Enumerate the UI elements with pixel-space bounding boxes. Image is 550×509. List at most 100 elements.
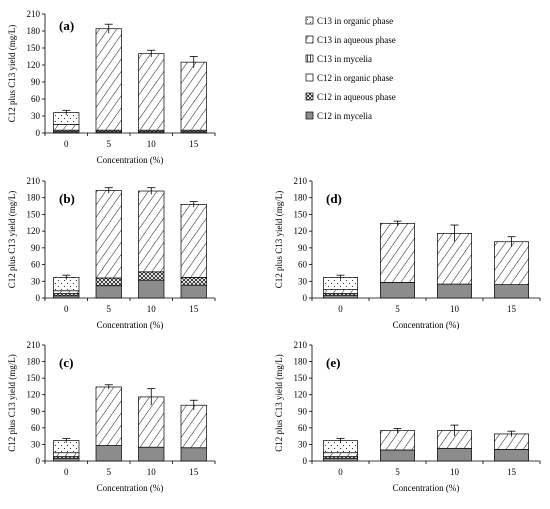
y-tick-label: 180 <box>27 193 41 203</box>
y-tick-label: 0 <box>303 456 308 466</box>
bar-segment <box>323 452 358 457</box>
y-tick-label: 120 <box>294 390 308 400</box>
x-tick-label: 5 <box>107 139 112 149</box>
x-axis-label: Concentration (%) <box>97 483 164 493</box>
x-tick-label: 0 <box>338 304 343 314</box>
y-tick-label: 210 <box>294 340 308 350</box>
y-tick-label: 90 <box>31 406 41 416</box>
bar-segment <box>180 204 207 278</box>
panel-e: 0 30 60 90 120 150 180 210 0 5 10 15 (e) Concentratio… <box>274 340 541 493</box>
bar-segment <box>494 449 529 462</box>
bar-segment <box>180 61 207 131</box>
y-tick-label: 90 <box>298 406 308 416</box>
y-tick-label: 150 <box>294 209 308 219</box>
bar-segment <box>380 449 415 462</box>
y-tick-label: 150 <box>294 373 308 383</box>
y-tick-label: 120 <box>294 226 308 236</box>
y-tick-label: 60 <box>298 260 308 270</box>
bar-segment <box>138 190 165 273</box>
y-tick-label: 180 <box>27 26 41 36</box>
bar-segment <box>53 457 80 462</box>
bar-segment <box>95 28 122 131</box>
legend-swatch <box>305 16 314 25</box>
y-tick-label: 180 <box>294 193 308 203</box>
y-tick-label: 0 <box>36 293 41 303</box>
bar-segment <box>437 447 472 462</box>
legend-swatch <box>305 73 314 82</box>
bar-segment <box>95 277 122 287</box>
y-tick-label: 60 <box>31 423 41 433</box>
bar-segment <box>180 277 207 286</box>
panel-label: (d) <box>326 191 342 206</box>
bar-segment <box>53 290 80 294</box>
bar-segment <box>180 284 207 299</box>
y-tick-label: 30 <box>298 276 308 286</box>
x-tick-label: 15 <box>189 467 199 477</box>
legend-swatch <box>305 111 314 120</box>
x-tick-label: 15 <box>507 304 517 314</box>
legend-label: C13 in organic phase <box>317 16 393 26</box>
x-axis-label: Concentration (%) <box>393 320 460 330</box>
bar-segment <box>380 430 415 451</box>
bar-segment <box>53 124 80 131</box>
y-axis-label: C12 plus C13 yield (mg/L) <box>274 354 284 452</box>
y-tick-label: 60 <box>298 423 308 433</box>
y-tick-label: 210 <box>27 176 41 186</box>
y-tick-label: 90 <box>31 243 41 253</box>
bar-segment <box>95 386 122 446</box>
y-tick-label: 120 <box>27 226 41 236</box>
panel-d: 0 30 60 90 120 150 180 210 0 5 10 15 (d) Concentratio… <box>274 176 541 330</box>
y-axis-label: C12 plus C13 yield (mg/L) <box>274 191 284 289</box>
bar-segment <box>95 190 122 279</box>
x-tick-label: 15 <box>189 139 199 149</box>
x-tick-label: 15 <box>507 467 517 477</box>
bar-segment <box>437 283 472 299</box>
y-tick-label: 120 <box>27 60 41 70</box>
y-tick-label: 120 <box>27 390 41 400</box>
legend-swatch <box>305 92 314 101</box>
legend-swatch <box>305 35 314 44</box>
y-tick-label: 210 <box>27 9 41 19</box>
bar-segment <box>380 282 415 299</box>
y-tick-label: 0 <box>36 456 41 466</box>
bar-segment <box>138 446 165 462</box>
bar-segment <box>323 289 358 294</box>
y-tick-label: 90 <box>298 243 308 253</box>
panel-label: (c) <box>59 355 73 370</box>
y-axis-label: C12 plus C13 yield (mg/L) <box>7 191 17 289</box>
panel-label: (e) <box>326 355 340 370</box>
panel-c: 0 30 60 90 120 150 180 210 0 5 10 15 (c) Concentratio… <box>7 340 216 493</box>
y-tick-label: 60 <box>31 260 41 270</box>
legend-label: C12 in organic phase <box>317 73 393 83</box>
bar-segment <box>380 222 415 283</box>
bar-segment <box>437 233 472 285</box>
x-axis-label: Concentration (%) <box>393 483 460 493</box>
x-tick-label: 10 <box>450 304 460 314</box>
x-axis-label: Concentration (%) <box>97 320 164 330</box>
bar-segment <box>180 404 207 449</box>
bar-segment <box>95 445 122 462</box>
x-tick-label: 10 <box>450 467 460 477</box>
panel-a: 0 30 60 90 120 150 180 210 0 5 10 15 (a) Concentratio… <box>7 9 216 165</box>
x-tick-label: 0 <box>64 139 69 149</box>
x-tick-label: 10 <box>147 304 157 314</box>
y-tick-label: 30 <box>298 439 308 449</box>
panel-label: (a) <box>59 18 74 33</box>
bar-segment <box>180 447 207 462</box>
panel-label: (b) <box>59 191 75 206</box>
legend: C13 in organic phase C13 in aqueous phase… <box>305 16 396 121</box>
x-tick-label: 5 <box>107 304 112 314</box>
y-tick-label: 180 <box>27 357 41 367</box>
y-axis-label: C12 plus C13 yield (mg/L) <box>7 354 17 452</box>
x-tick-label: 5 <box>107 467 112 477</box>
legend-swatch <box>305 54 314 63</box>
y-tick-label: 60 <box>31 94 41 104</box>
y-tick-label: 0 <box>303 293 308 303</box>
legend-label: C13 in mycelia <box>317 54 372 64</box>
x-tick-label: 10 <box>147 139 157 149</box>
panel-b: 0 30 60 90 120 150 180 210 0 5 10 15 (b) Concentratio… <box>7 176 216 330</box>
y-tick-label: 30 <box>31 439 41 449</box>
bar-segment <box>494 284 529 299</box>
y-tick-label: 180 <box>294 357 308 367</box>
